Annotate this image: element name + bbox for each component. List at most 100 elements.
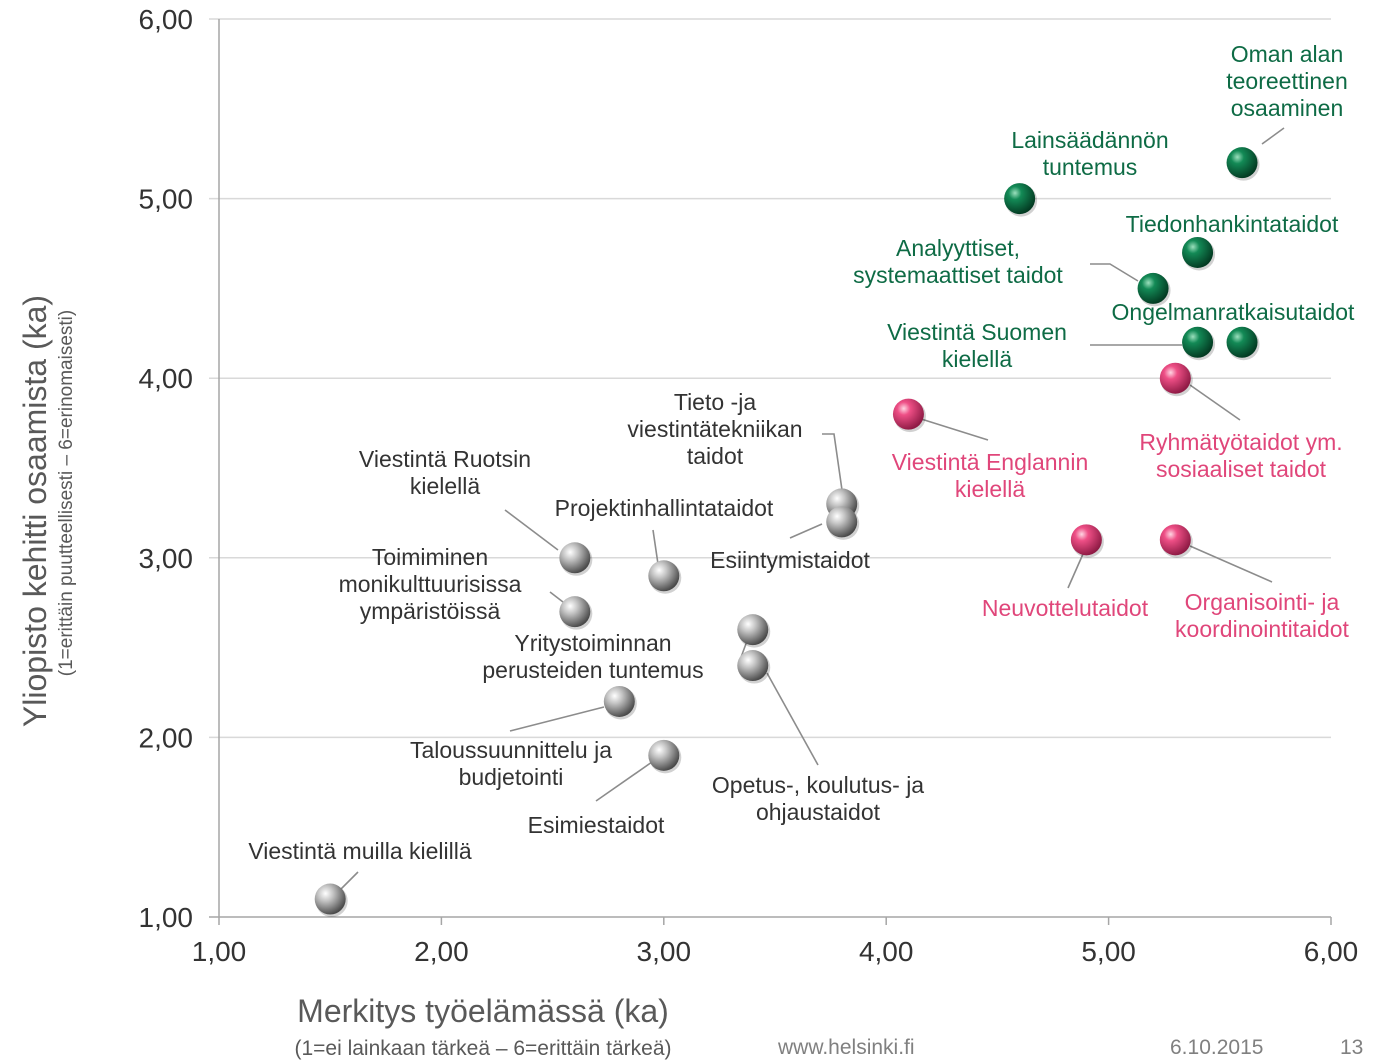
data-label: Tiedonhankintataidot (1126, 211, 1339, 237)
data-label-line: taidot (687, 443, 744, 469)
data-label-line: Ongelmanratkaisutaidot (1112, 299, 1356, 325)
leader-line (766, 672, 819, 766)
data-point-marker (1070, 524, 1102, 556)
data-point-marker (1159, 362, 1191, 394)
data-label-line: Organisointi- ja (1185, 589, 1340, 615)
data-label-line: Viestintä Ruotsin (359, 446, 531, 472)
data-label-line: Lainsäädännön (1011, 127, 1168, 153)
data-point (826, 506, 860, 540)
data-label: Organisointi- ja koordinointitaidot (1175, 589, 1350, 642)
x-tick-label: 6,00 (1304, 936, 1359, 967)
data-point (559, 542, 593, 576)
data-point (648, 739, 682, 774)
data-label-line: osaaminen (1231, 95, 1344, 121)
x-axis-subtitle: (1=ei lainkaan tärkeä – 6=erittäin tärke… (294, 1037, 671, 1060)
leader-line (504, 509, 559, 551)
data-point (1159, 362, 1193, 397)
data-label-line: koordinointitaidot (1175, 616, 1350, 642)
y-tick-label: 6,00 (139, 4, 194, 35)
data-label: Tieto -ja viestintätekniikan taidot (627, 389, 802, 469)
y-axis-title: Yliopisto kehitti osaamista (ka) (17, 295, 53, 727)
data-label: Neuvottelutaidot (982, 595, 1149, 621)
data-point (1182, 236, 1216, 271)
data-label-line: monikulttuurisissa (339, 571, 522, 597)
x-tick-label: 3,00 (637, 936, 692, 967)
leader-line (595, 761, 653, 802)
data-label: Projektinhallintataidot (555, 495, 774, 521)
leader-line (509, 706, 605, 732)
y-tick-label: 4,00 (139, 363, 194, 394)
data-label: Esimiestaidot (528, 812, 665, 838)
gridlines (209, 18, 1331, 918)
data-label-line: Oman alan (1231, 41, 1344, 67)
data-point (1226, 147, 1260, 181)
data-point-marker (559, 596, 591, 628)
data-point-marker (1137, 272, 1169, 304)
data-label-line: kielellä (955, 476, 1026, 502)
data-label: Viestintä Suomen kielellä (887, 319, 1067, 372)
x-axis-title: Merkitys työelämässä (ka) (297, 993, 669, 1029)
data-label-line: kielellä (942, 346, 1013, 372)
data-label-line: Viestintä Englannin (892, 449, 1089, 475)
data-point-marker (1226, 326, 1258, 358)
y-tick-label: 2,00 (139, 722, 194, 753)
leader-line (549, 591, 564, 603)
leader-line (789, 523, 823, 539)
leader-line (1189, 545, 1273, 583)
data-label-line: Viestintä muilla kielillä (248, 838, 471, 864)
data-label-line: teoreettinen (1226, 68, 1347, 94)
data-label: Viestintä Ruotsin kielellä (359, 446, 531, 499)
x-tick-label: 5,00 (1081, 936, 1136, 967)
leader-line (917, 417, 989, 441)
data-label: Analyyttiset, systemaattiset taidot (853, 235, 1063, 288)
data-point-marker (1226, 147, 1258, 179)
data-point-marker (603, 685, 635, 717)
data-label-line: Analyyttiset, (896, 235, 1020, 261)
footer-url[interactable]: www.helsinki.fi (778, 1036, 915, 1059)
leader-line (652, 529, 659, 565)
data-label-line: Esiintymistaidot (710, 547, 870, 573)
data-point-marker (1004, 183, 1036, 215)
axes: 1,00 2,00 3,00 4,00 5,00 6,00 1,00 2,00 3,00 4,00… (139, 4, 1359, 967)
data-label-line: budjetointi (459, 764, 564, 790)
data-label: Ongelmanratkaisutaidot (1112, 299, 1356, 325)
data-point (737, 650, 771, 684)
leader-line (1067, 553, 1084, 589)
data-point-marker (1159, 524, 1191, 556)
data-point-marker (314, 883, 346, 915)
data-point (559, 596, 593, 630)
data-label-line: Ryhmätyötaidot ym. (1139, 429, 1342, 455)
data-label: Ryhmätyötaidot ym. sosiaaliset taidot (1139, 429, 1342, 482)
data-point-marker (826, 506, 858, 538)
data-label: Yritystoiminnan perusteiden tuntemus (482, 630, 703, 683)
data-point-marker (892, 398, 924, 430)
data-point-marker (559, 542, 591, 574)
data-label-line: Taloussuunnittelu ja (410, 737, 612, 763)
data-point (1004, 183, 1038, 217)
data-point (737, 614, 771, 648)
data-label-line: Tiedonhankintataidot (1126, 211, 1339, 237)
data-point (314, 883, 348, 918)
data-label-line: sosiaaliset taidot (1156, 456, 1327, 482)
data-label-line: Projektinhallintataidot (555, 495, 774, 521)
x-tick-label: 4,00 (859, 936, 914, 967)
leader-line (1090, 263, 1139, 282)
leader-line (822, 433, 843, 491)
x-tick-label: 2,00 (414, 936, 469, 967)
data-point (1159, 524, 1193, 558)
x-tick-label: 1,00 (192, 936, 247, 967)
data-point-marker (1182, 236, 1214, 268)
data-point (1226, 326, 1260, 361)
data-points (314, 147, 1260, 918)
data-label: Oman alan teoreettinen osaaminen (1226, 41, 1347, 121)
data-label: Viestintä Englannin kielellä (892, 449, 1089, 502)
data-label: Esiintymistaidot (710, 547, 870, 573)
data-label: Toimiminen monikulttuurisissa ympäristöiss… (339, 544, 522, 624)
y-tick-label: 3,00 (139, 543, 194, 574)
data-label-line: systemaattiset taidot (853, 262, 1063, 288)
data-label-line: Esimiestaidot (528, 812, 665, 838)
data-label: Lainsäädännön tuntemus (1011, 127, 1168, 180)
data-label-line: Viestintä Suomen (887, 319, 1067, 345)
data-label-line: tuntemus (1043, 154, 1138, 180)
